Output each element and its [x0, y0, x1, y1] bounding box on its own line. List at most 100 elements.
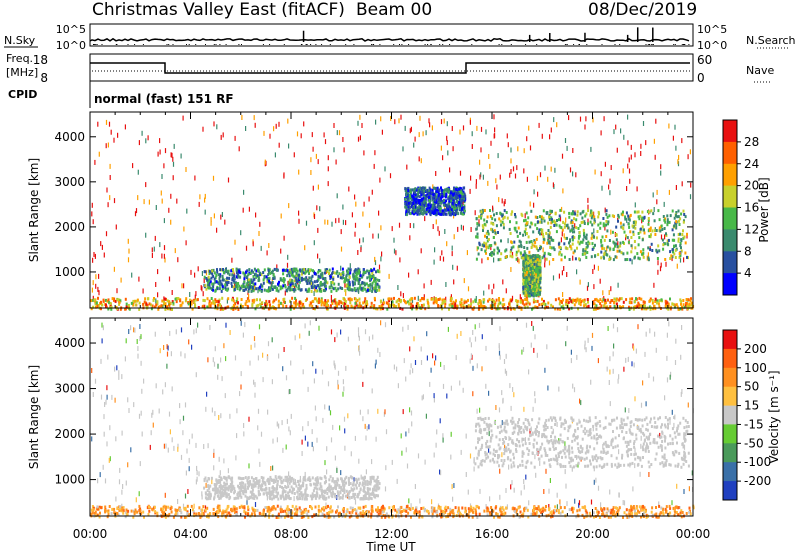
p-region-4-point [572, 298, 575, 302]
nsearch-dot [215, 44, 217, 45]
p-region-0-point [213, 271, 216, 275]
p-region-0-point [230, 269, 233, 273]
p-noise-point [496, 184, 498, 190]
p-region-2-point [429, 211, 432, 215]
p-region-4-point [380, 300, 383, 304]
p-region-2-point [455, 188, 458, 191]
freq-tick-bottom: 8 [40, 71, 48, 85]
p-noise-point [362, 237, 364, 243]
p-region-1-point [581, 220, 584, 224]
p-region-1-point [577, 227, 580, 230]
p-region-1-point [661, 238, 664, 242]
p-region-0-point [364, 283, 366, 287]
p-region-1-point [520, 212, 523, 216]
p-region-3-point [524, 274, 527, 278]
v-noise-point [591, 345, 593, 351]
p-region-2-point [435, 200, 438, 204]
nsearch-dot [408, 44, 410, 45]
p-region-4-point [156, 300, 159, 304]
p-region-1-point [475, 235, 478, 239]
p-region-0-point [216, 270, 219, 274]
p-region-4-point [451, 302, 454, 306]
p-region-0-point [222, 268, 224, 271]
p-region-1-point [560, 226, 563, 230]
p-region-1-point [519, 240, 522, 244]
v-noise-point [597, 485, 600, 491]
p-region-4-point [629, 301, 632, 305]
p-region-1-point [642, 251, 645, 255]
p-noise-point [459, 170, 462, 176]
p-noise-point [599, 278, 601, 284]
p-region-0-point [269, 281, 272, 285]
p-noise-point [258, 231, 260, 236]
p-region-2-point [442, 203, 445, 207]
p-region-3-point [532, 284, 535, 288]
p-region-0-point [214, 288, 217, 292]
p-region-1-point [555, 223, 558, 227]
p-region-0-point [378, 279, 381, 282]
p-region-4-point [333, 299, 336, 303]
p-region-2-point [446, 190, 449, 194]
p-region-4-point [300, 301, 303, 305]
v-noise-point [442, 433, 444, 439]
v-noise-point [473, 466, 475, 472]
p-region-2-point [418, 201, 420, 205]
p-region-1-point [570, 247, 573, 251]
p-noise-point [98, 290, 100, 296]
v-noise-point [368, 336, 370, 342]
p-region-3-point [533, 265, 536, 269]
p-region-0-point [231, 276, 234, 280]
p-region-1-point [539, 215, 541, 219]
v-noise-point [414, 360, 417, 365]
p-region-4-point [465, 300, 468, 304]
p-noise-point [168, 276, 171, 282]
p-noise-point [312, 185, 314, 191]
p-region-0-point [262, 278, 265, 282]
p-noise-point [677, 159, 679, 165]
v-noise-point [304, 471, 306, 477]
p-region-1-point [517, 249, 520, 253]
p-noise-point [253, 115, 255, 121]
nsearch-dot [238, 44, 240, 45]
v-noise-point [288, 471, 290, 477]
p-region-4-point [390, 297, 393, 301]
p-noise-point [549, 134, 551, 140]
p-region-4-point [161, 304, 164, 308]
p-noise-point [374, 150, 376, 156]
p-region-3-point [535, 275, 537, 279]
p-region-0-point [211, 288, 213, 291]
v-noise-point [168, 411, 171, 417]
p-region-2-point [417, 211, 420, 215]
p-region-4-point [526, 298, 529, 302]
p-region-4-point [314, 307, 316, 311]
p-region-0-point [301, 272, 303, 276]
p-region-1-point [603, 256, 605, 260]
p-noise-point [594, 169, 596, 175]
p-region-4-point [644, 304, 646, 308]
nsearch-dot [683, 44, 685, 45]
p-region-2-point [419, 190, 422, 194]
p-noise-point [493, 283, 495, 289]
p-region-2-point [412, 202, 415, 205]
p-noise-point [499, 174, 501, 180]
p-region-2-point [405, 205, 408, 209]
p-region-0-point [356, 276, 359, 280]
p-region-1-point [481, 210, 484, 214]
p-region-4-point [370, 301, 373, 305]
p-region-4-point [294, 300, 297, 304]
v-noise-point [196, 470, 198, 476]
p-noise-point [608, 290, 610, 295]
p-region-1-point [634, 226, 637, 230]
p-region-2-point [460, 204, 463, 208]
p-region-1-point [514, 213, 516, 216]
p-region-4-point [595, 304, 598, 308]
p-noise-point [636, 186, 638, 192]
p-region-2-point [447, 197, 450, 201]
p-region-1-point [658, 226, 661, 230]
p-noise-point [656, 189, 658, 195]
p-noise-point [510, 169, 512, 174]
p-region-4-point [439, 297, 441, 301]
v-noise-point [645, 401, 647, 407]
p-noise-point [544, 257, 546, 263]
p-region-1-point [661, 228, 664, 231]
